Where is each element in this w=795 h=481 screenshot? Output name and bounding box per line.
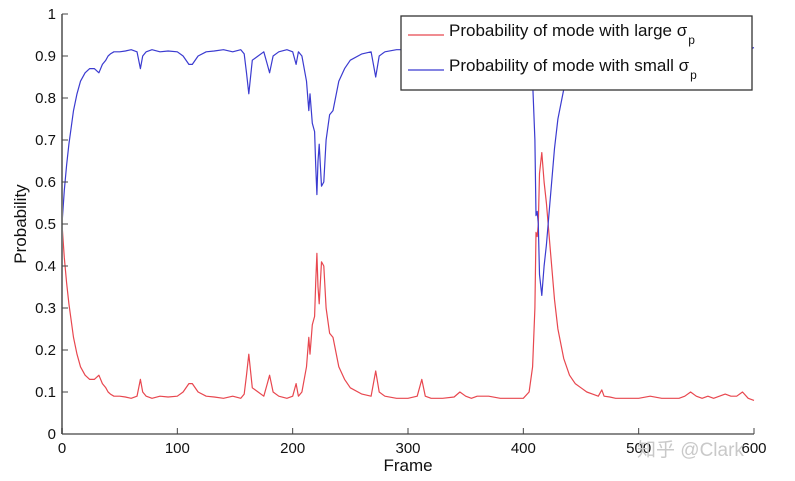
y-tick-label: 0 — [48, 426, 56, 443]
y-ticks: 0 0.1 0.2 0.3 0.4 0.5 0.6 0.7 0.8 0.9 1 — [35, 6, 68, 443]
axes: 0 0.1 0.2 0.3 0.4 0.5 0.6 0.7 0.8 0.9 1 0 100 200 300… — [11, 6, 767, 475]
y-tick-label: 0.4 — [35, 258, 56, 275]
y-tick-label: 0.1 — [35, 384, 56, 401]
y-tick-label: 1 — [48, 6, 56, 23]
legend: Probability of mode with large σp Probab… — [400, 15, 753, 91]
y-tick-label: 0.3 — [35, 300, 56, 317]
watermark-text: 知乎 @Clark — [637, 439, 744, 461]
x-tick-label: 200 — [280, 440, 305, 457]
y-tick-label: 0.9 — [35, 48, 56, 65]
x-tick-label: 300 — [395, 440, 420, 457]
x-tick-label: 100 — [165, 440, 190, 457]
y-tick-label: 0.7 — [35, 132, 56, 149]
series-large-sigma-line — [61, 152, 755, 401]
y-axis-label: Probability — [11, 184, 30, 264]
x-tick-label: 400 — [511, 440, 536, 457]
y-tick-label: 0.2 — [35, 342, 56, 359]
legend-box — [400, 15, 753, 91]
legend-label-large: Probability of mode with large σp — [449, 21, 695, 47]
x-tick-label: 0 — [58, 440, 66, 457]
x-ticks: 0 100 200 300 400 500 600 — [58, 428, 767, 457]
x-tick-label: 500 — [626, 440, 651, 457]
x-axis-label: Frame — [383, 456, 432, 475]
legend-label-small: Probability of mode with small σp — [449, 56, 697, 82]
y-tick-label: 0.8 — [35, 90, 56, 107]
y-tick-label: 0.6 — [35, 174, 56, 191]
x-tick-label: 600 — [741, 440, 766, 457]
y-tick-label: 0.5 — [35, 216, 56, 233]
plot-series — [61, 47, 755, 401]
